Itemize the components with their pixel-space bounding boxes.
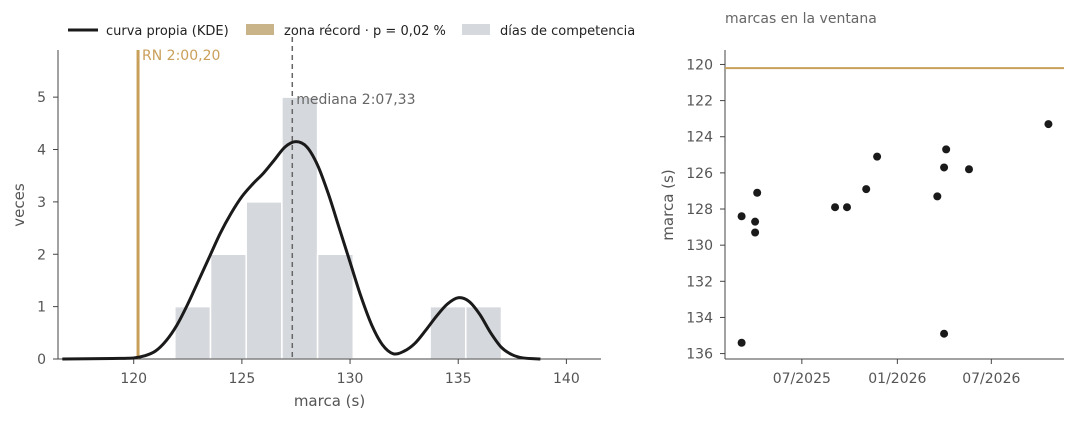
y-axis-label: veces: [10, 183, 28, 227]
y-tick-label: 4: [37, 143, 46, 159]
scatter-x-tick-label: 01/2026: [868, 371, 926, 387]
scatter-x-tick-label: 07/2025: [773, 371, 831, 387]
scatter-point: [940, 163, 949, 172]
scatter-title: marcas en la ventana: [725, 11, 877, 27]
scatter-point: [933, 192, 942, 201]
x-tick-label: 120: [120, 371, 147, 387]
x-axis-label: marca (s): [294, 392, 365, 410]
x-tick-label: 140: [553, 371, 580, 387]
scatter-y-tick-label: 134: [686, 310, 713, 326]
scatter-point: [940, 329, 949, 338]
x-tick-label: 135: [445, 371, 472, 387]
y-tick-label: 5: [37, 90, 46, 106]
scatter-x-tick-label: 07/2026: [962, 371, 1020, 387]
scatter-y-tick-label: 136: [686, 347, 713, 363]
scatter-panel: marcas en la ventana 120 122 124 126 128 130 13…: [659, 11, 1064, 387]
y-tick-label: 1: [37, 300, 46, 316]
scatter-y-tick-label: 128: [686, 202, 713, 218]
scatter-point: [964, 165, 973, 174]
y-tick-label: 0: [37, 352, 46, 368]
histogram-bar: [245, 201, 283, 360]
histogram-bar: [209, 253, 247, 360]
x-tick-label: 130: [337, 371, 364, 387]
record-line-label: RN 2:00,20: [142, 48, 220, 64]
scatter-point: [873, 152, 882, 161]
legend-label: días de competencia: [500, 24, 635, 39]
scatter-point: [842, 203, 851, 212]
histogram-bar: [174, 305, 212, 360]
scatter-point: [753, 188, 762, 197]
scatter-point: [862, 185, 871, 194]
y-tick-label: 3: [37, 195, 46, 211]
scatter-y-tick-label: 126: [686, 166, 713, 182]
scatter-point: [831, 203, 840, 212]
scatter-point: [737, 338, 746, 347]
histogram-panel: 120 125 130 135 140 0 1 2 3 4 5 RN 2:00,20 mediana 2…: [10, 24, 635, 410]
histogram-bar: [429, 305, 467, 360]
scatter-y-axis-label: marca (s): [659, 169, 677, 240]
scatter-point: [737, 212, 746, 221]
legend-swatch-histogram: [462, 24, 490, 35]
histogram-bar: [465, 305, 503, 360]
x-tick-label: 125: [229, 371, 256, 387]
scatter-y-tick-label: 130: [686, 238, 713, 254]
scatter-y-tick-label: 132: [686, 274, 713, 290]
histogram-bar: [316, 253, 355, 360]
median-line-label: mediana 2:07,33: [296, 92, 415, 108]
histogram-bar: [281, 96, 319, 360]
scatter-y-tick-label: 120: [686, 57, 713, 73]
scatter-point: [1044, 120, 1053, 129]
scatter-point: [751, 228, 760, 237]
legend-label: zona récord · p = 0,02 %: [284, 24, 446, 39]
y-tick-label: 2: [37, 247, 46, 263]
scatter-point: [751, 217, 760, 226]
scatter-y-tick-label: 122: [686, 94, 713, 110]
scatter-point: [942, 145, 951, 154]
legend-swatch-record-zone: [246, 24, 274, 35]
legend-label: curva propia (KDE): [106, 24, 229, 39]
scatter-y-tick-label: 124: [686, 130, 713, 146]
kde-curve: [62, 140, 541, 361]
